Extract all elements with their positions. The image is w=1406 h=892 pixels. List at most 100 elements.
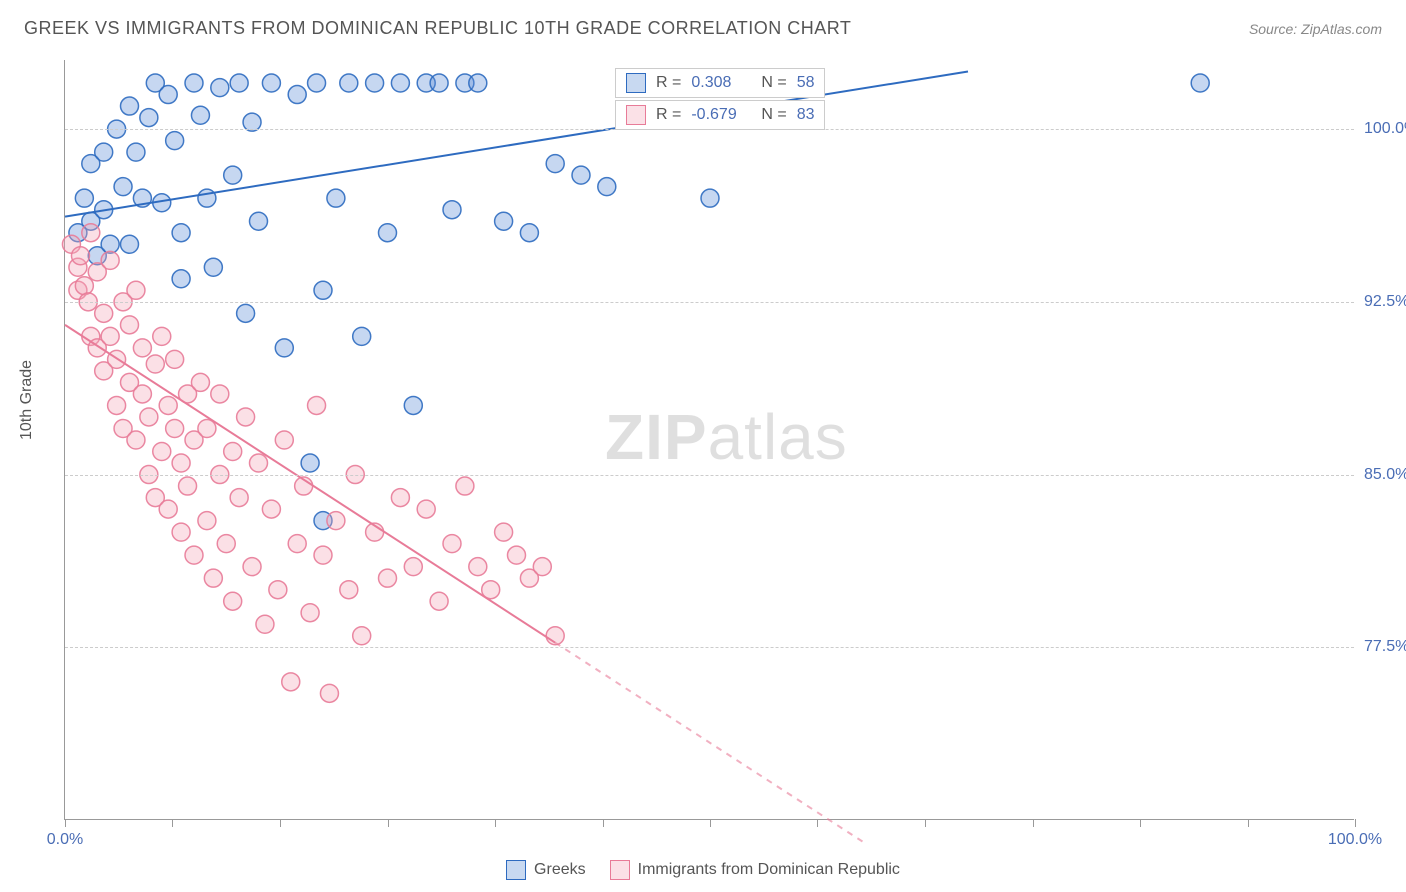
data-point: [71, 247, 89, 265]
n-label: N =: [761, 106, 786, 124]
data-point: [250, 212, 268, 230]
x-tick: [817, 819, 818, 827]
y-tick-label: 92.5%: [1364, 293, 1406, 311]
data-point: [133, 339, 151, 357]
data-point: [159, 500, 177, 518]
x-tick: [925, 819, 926, 827]
x-tick: [1140, 819, 1141, 827]
data-point: [82, 224, 100, 242]
data-point: [204, 258, 222, 276]
data-point: [469, 74, 487, 92]
y-tick-label: 85.0%: [1364, 466, 1406, 484]
data-point: [95, 304, 113, 322]
data-point: [217, 535, 235, 553]
data-point: [108, 396, 126, 414]
x-tick-label: 100.0%: [1328, 831, 1382, 849]
bottom-legend-item: Greeks: [506, 860, 586, 880]
data-point: [230, 74, 248, 92]
n-value: 58: [797, 74, 815, 92]
data-point: [288, 535, 306, 553]
gridline-h: [65, 129, 1354, 130]
gridline-h: [65, 475, 1354, 476]
data-point: [353, 627, 371, 645]
y-tick-label: 77.5%: [1364, 638, 1406, 656]
data-point: [366, 74, 384, 92]
r-value: -0.679: [691, 106, 751, 124]
legend-swatch: [626, 105, 646, 125]
data-point: [701, 189, 719, 207]
data-point: [256, 615, 274, 633]
x-tick-label: 0.0%: [47, 831, 83, 849]
data-point: [456, 477, 474, 495]
x-tick: [388, 819, 389, 827]
data-point: [262, 74, 280, 92]
data-point: [391, 489, 409, 507]
data-point: [127, 431, 145, 449]
legend-swatch: [610, 860, 630, 880]
data-point: [133, 385, 151, 403]
data-point: [430, 592, 448, 610]
data-point: [166, 419, 184, 437]
data-point: [301, 454, 319, 472]
data-point: [146, 355, 164, 373]
data-point: [140, 408, 158, 426]
data-point: [314, 546, 332, 564]
data-point: [159, 396, 177, 414]
data-point: [508, 546, 526, 564]
data-point: [127, 281, 145, 299]
data-point: [224, 166, 242, 184]
data-point: [159, 86, 177, 104]
x-tick: [65, 819, 66, 827]
data-point: [243, 558, 261, 576]
data-point: [288, 86, 306, 104]
data-point: [1191, 74, 1209, 92]
gridline-h: [65, 647, 1354, 648]
r-label: R =: [656, 106, 681, 124]
data-point: [520, 224, 538, 242]
data-point: [250, 454, 268, 472]
data-point: [191, 373, 209, 391]
data-point: [269, 581, 287, 599]
data-point: [121, 235, 139, 253]
y-tick-label: 100.0%: [1364, 120, 1406, 138]
stat-legend-row: R =0.308N =58: [615, 68, 825, 98]
bottom-legend-item: Immigrants from Dominican Republic: [610, 860, 900, 880]
data-point: [172, 454, 190, 472]
data-point: [230, 489, 248, 507]
data-point: [327, 512, 345, 530]
x-tick: [280, 819, 281, 827]
chart-title: GREEK VS IMMIGRANTS FROM DOMINICAN REPUB…: [24, 18, 851, 39]
x-tick: [1355, 819, 1356, 827]
n-value: 83: [797, 106, 815, 124]
data-point: [308, 396, 326, 414]
trend-line-dashed: [555, 643, 865, 843]
data-point: [75, 277, 93, 295]
data-point: [275, 431, 293, 449]
data-point: [237, 304, 255, 322]
gridline-h: [65, 302, 1354, 303]
data-point: [237, 408, 255, 426]
data-point: [127, 143, 145, 161]
data-point: [75, 189, 93, 207]
n-label: N =: [761, 74, 786, 92]
data-point: [101, 327, 119, 345]
data-point: [114, 178, 132, 196]
x-tick: [710, 819, 711, 827]
data-point: [191, 106, 209, 124]
data-point: [404, 558, 422, 576]
data-point: [179, 477, 197, 495]
data-point: [404, 396, 422, 414]
y-axis-label: 10th Grade: [18, 360, 36, 440]
data-point: [379, 224, 397, 242]
data-point: [172, 270, 190, 288]
data-point: [185, 74, 203, 92]
data-point: [443, 201, 461, 219]
legend-swatch: [626, 73, 646, 93]
data-point: [469, 558, 487, 576]
data-point: [533, 558, 551, 576]
data-point: [353, 327, 371, 345]
source-label: Source: ZipAtlas.com: [1249, 21, 1382, 37]
data-point: [301, 604, 319, 622]
data-point: [224, 443, 242, 461]
data-point: [101, 235, 119, 253]
